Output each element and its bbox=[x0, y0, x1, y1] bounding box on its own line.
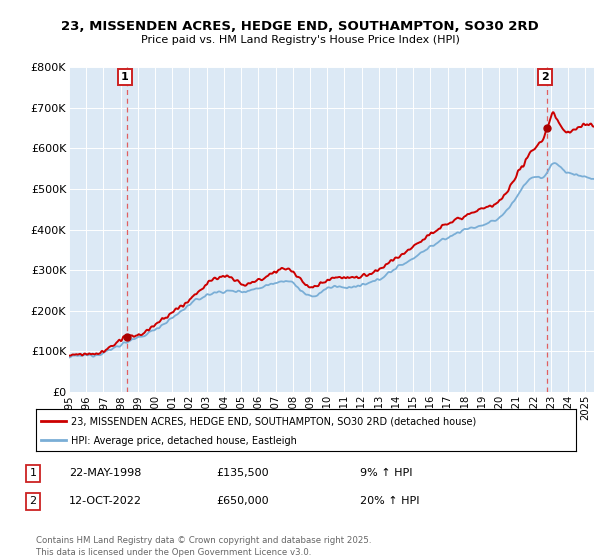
Text: 23, MISSENDEN ACRES, HEDGE END, SOUTHAMPTON, SO30 2RD: 23, MISSENDEN ACRES, HEDGE END, SOUTHAMP… bbox=[61, 20, 539, 32]
Text: 23, MISSENDEN ACRES, HEDGE END, SOUTHAMPTON, SO30 2RD (detached house): 23, MISSENDEN ACRES, HEDGE END, SOUTHAMP… bbox=[71, 417, 476, 426]
Text: £135,500: £135,500 bbox=[216, 468, 269, 478]
Text: £650,000: £650,000 bbox=[216, 496, 269, 506]
Text: 2: 2 bbox=[29, 496, 37, 506]
Text: 2: 2 bbox=[541, 72, 548, 82]
Text: HPI: Average price, detached house, Eastleigh: HPI: Average price, detached house, East… bbox=[71, 436, 297, 446]
Text: 20% ↑ HPI: 20% ↑ HPI bbox=[360, 496, 419, 506]
Text: Contains HM Land Registry data © Crown copyright and database right 2025.
This d: Contains HM Land Registry data © Crown c… bbox=[36, 536, 371, 557]
Text: 1: 1 bbox=[121, 72, 128, 82]
Text: 1: 1 bbox=[29, 468, 37, 478]
Text: 22-MAY-1998: 22-MAY-1998 bbox=[69, 468, 142, 478]
Text: 12-OCT-2022: 12-OCT-2022 bbox=[69, 496, 142, 506]
Text: 9% ↑ HPI: 9% ↑ HPI bbox=[360, 468, 413, 478]
Text: Price paid vs. HM Land Registry's House Price Index (HPI): Price paid vs. HM Land Registry's House … bbox=[140, 35, 460, 45]
